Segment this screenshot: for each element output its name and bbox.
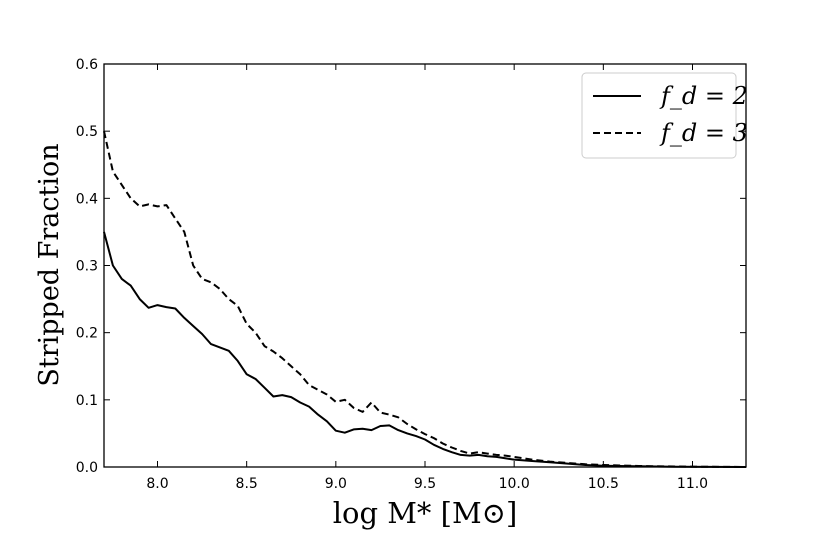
y-tick-label: 0.0	[76, 460, 98, 476]
y-tick-label: 0.4	[76, 191, 98, 207]
y-tick-label: 0.3	[76, 259, 98, 275]
series-layer	[103, 130, 747, 468]
legend-label-fd3: f_d = 3	[659, 119, 748, 147]
y-tick-label: 0.2	[76, 326, 98, 342]
legend-label-fd2: f_d = 2	[659, 82, 748, 110]
x-tick-label: 9.0	[325, 476, 347, 492]
series-line-fd-3	[103, 130, 747, 468]
y-axis-title: Stripped Fraction	[34, 143, 65, 386]
x-tick-label: 8.0	[146, 476, 168, 492]
series-line-fd-2	[103, 231, 747, 468]
y-tick-label: 0.5	[76, 124, 98, 140]
x-axis-title: log M* [M⊙]	[333, 496, 518, 530]
y-tick-label: 0.6	[76, 57, 98, 73]
legend: f_d = 2 f_d = 3	[581, 72, 748, 159]
x-tick-label: 9.5	[414, 476, 436, 492]
plot-frame	[103, 63, 747, 468]
x-tick-label: 10.0	[499, 476, 530, 492]
legend-box	[581, 72, 737, 159]
tick-layer: 8.0 8.5 9.0 9.5 10.0 10.5 11.0 0.0 0.1 0.2 0.3 0.4 0…	[76, 57, 746, 492]
x-tick-label: 8.5	[236, 476, 258, 492]
x-tick-label: 10.5	[588, 476, 619, 492]
x-tick-label: 11.0	[677, 476, 708, 492]
y-tick-label: 0.1	[76, 393, 98, 409]
